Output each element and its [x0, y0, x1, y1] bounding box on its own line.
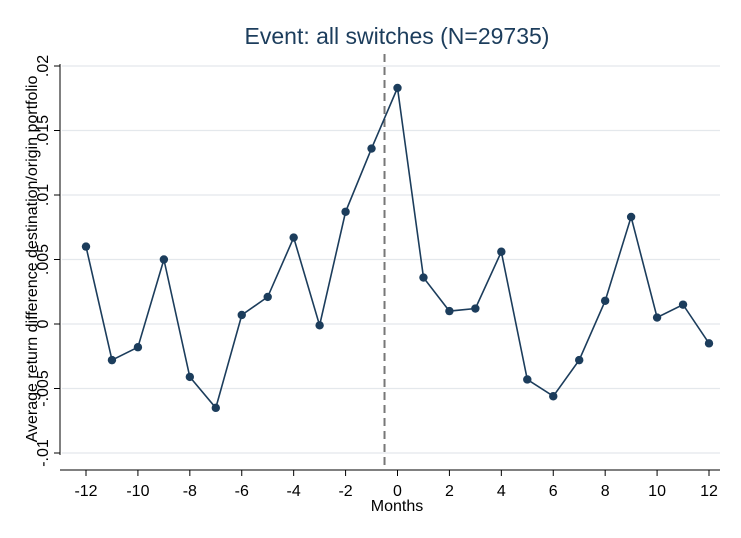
y-tick-label: .01 [35, 184, 52, 206]
x-tick-label: -10 [126, 483, 149, 500]
data-point [549, 392, 558, 401]
data-point [393, 83, 402, 93]
y-tick-label: .005 [35, 244, 52, 275]
data-point [445, 306, 454, 316]
x-tick-label: 0 [393, 483, 402, 500]
y-tick-label: .02 [35, 55, 52, 77]
x-tick-label: 6 [549, 483, 558, 500]
data-point [523, 375, 532, 384]
x-tick-label: 12 [700, 483, 718, 500]
data-point [81, 242, 91, 251]
data-point [263, 292, 272, 302]
data-point [704, 339, 714, 348]
x-tick-label: -8 [183, 483, 197, 500]
data-point [107, 355, 117, 365]
y-tick-label: -.01 [35, 439, 52, 467]
data-point [133, 343, 143, 352]
gridlines [62, 65, 720, 454]
data-point [367, 144, 376, 153]
chart-title: Event: all switches (N=29735) [245, 23, 550, 49]
data-point [626, 212, 636, 222]
data-point [159, 255, 169, 264]
series-group [81, 83, 714, 413]
axes: -.01 -.005 0 .005 .01 .015 .02 -12 -10 -8 -6 -4 -2 0 2… [35, 55, 720, 500]
data-point [237, 310, 246, 320]
y-tick-label: .015 [35, 115, 52, 146]
x-tick-label: 8 [601, 483, 610, 500]
x-axis-label: Months [371, 498, 423, 515]
y-axis-label: Average return difference destination/or… [24, 76, 41, 443]
x-tick-label: -2 [338, 483, 352, 500]
data-point [185, 372, 195, 382]
data-point [341, 207, 350, 216]
x-tick-label: -6 [235, 483, 249, 500]
x-tick-label: 10 [648, 483, 666, 500]
x-tick-label: 4 [497, 483, 506, 500]
y-tick-label: -.005 [35, 370, 52, 407]
data-point [600, 296, 610, 305]
data-point [678, 300, 688, 309]
data-point [471, 304, 480, 313]
y-tick-label: 0 [35, 319, 52, 328]
data-point [652, 313, 662, 322]
data-point [575, 355, 584, 365]
data-point [419, 273, 428, 282]
data-point [497, 247, 506, 256]
x-tick-label: -12 [74, 483, 97, 500]
data-point [211, 403, 220, 413]
x-tick-label: -4 [287, 483, 301, 500]
data-point [315, 321, 324, 330]
x-tick-label: 2 [445, 483, 454, 500]
data-point [289, 233, 298, 242]
